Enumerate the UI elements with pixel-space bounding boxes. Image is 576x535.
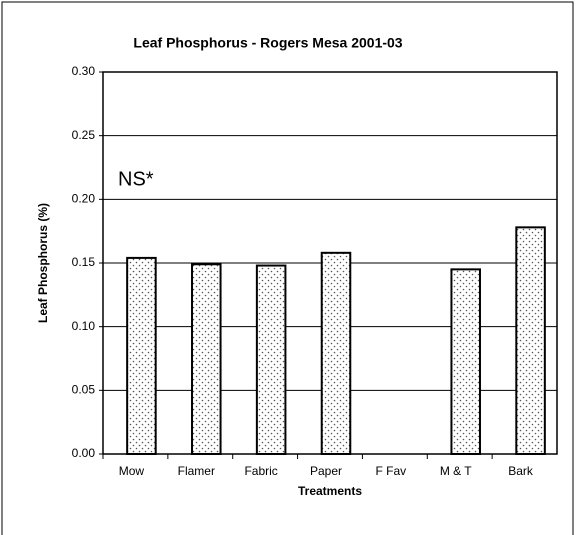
y-tick-label: 0.00 [72,446,96,460]
bar [450,268,481,455]
y-axis-title: Leaf Phosphorus (%) [36,203,50,323]
y-tick-label: 0.15 [72,255,96,269]
bar [320,251,352,455]
bar [255,264,287,455]
x-axis-title: Treatments [298,484,362,498]
bar [191,263,222,456]
x-tick-label: Fabric [244,464,277,478]
y-tick-label: 0.25 [72,128,96,142]
chart-title: Leaf Phosphorus - Rogers Mesa 2001-03 [133,35,402,51]
x-tick-label: M & T [440,464,472,478]
y-tick-label: 0.10 [72,319,96,333]
y-tick-label: 0.30 [72,64,96,78]
y-tick-label: 0.20 [72,192,96,206]
y-tick-label: 0.05 [72,383,96,397]
x-tick-label: Mow [119,464,145,478]
x-tick-label: Bark [508,464,534,478]
x-tick-label: Paper [310,464,342,478]
bar [126,256,157,456]
bar [515,226,546,455]
x-tick-label: F Fav [376,464,407,478]
annotation: NS* [118,168,154,190]
x-tick-label: Flamer [178,464,215,478]
